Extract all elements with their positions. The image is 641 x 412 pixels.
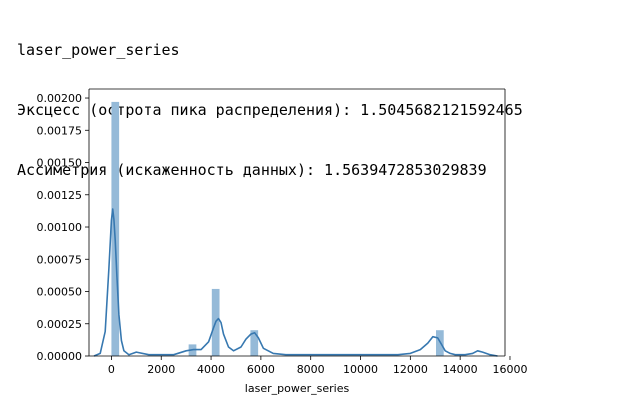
y-tick-label-4: 0.00100 (37, 221, 83, 234)
kde-line (93, 208, 498, 357)
histogram-bars (111, 101, 444, 356)
histogram-bar-3 (250, 330, 259, 356)
y-axis-ticks: 0.00000 0.00025 0.00050 0.00075 0.00100 0.001… (37, 92, 89, 363)
x-axis-ticks: 0 2000 4000 6000 8000 10000 12000 14000 16000 (108, 356, 527, 376)
x-tick-label-5: 10000 (343, 363, 378, 376)
y-tick-label-5: 0.00125 (37, 189, 83, 202)
y-tick-label-1: 0.00025 (37, 318, 83, 331)
y-tick-label-3: 0.00075 (37, 253, 83, 266)
x-tick-label-3: 6000 (247, 363, 275, 376)
x-tick-label-7: 14000 (443, 363, 478, 376)
y-tick-label-7: 0.00175 (37, 124, 83, 137)
output-line-skewness: Ассиметрия (искаженность данных): 1.5639… (17, 161, 487, 179)
distribution-chart: 0.00000 0.00025 0.00050 0.00075 0.00100 0.001… (37, 88, 527, 395)
chart-container: 0.00000 0.00025 0.00050 0.00075 0.00100 0.001… (0, 70, 641, 408)
x-tick-label-6: 12000 (393, 363, 428, 376)
kde-layer (93, 208, 498, 357)
output-line-kurtosis: Эксцесс (острота пика распределения): 1.… (17, 101, 523, 119)
x-tick-label-0: 0 (108, 363, 115, 376)
x-tick-label-2: 4000 (197, 363, 225, 376)
y-tick-label-8: 0.00200 (37, 92, 83, 105)
x-tick-label-8: 16000 (492, 363, 527, 376)
output-text: laser_power_series Эксцесс (острота пика… (17, 0, 523, 200)
y-tick-label-6: 0.00150 (37, 157, 83, 170)
axes (88, 88, 506, 357)
x-tick-label-4: 8000 (297, 363, 325, 376)
y-tick-label-0: 0.00000 (37, 350, 83, 363)
output-line-title: laser_power_series (17, 41, 180, 59)
x-tick-label-1: 2000 (147, 363, 175, 376)
y-tick-label-2: 0.00050 (37, 286, 83, 299)
x-axis-label: laser_power_series (245, 382, 350, 395)
